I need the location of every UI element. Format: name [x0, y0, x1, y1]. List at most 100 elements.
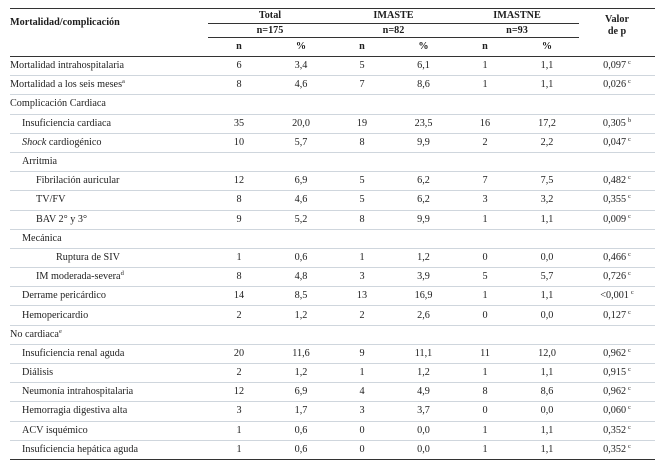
cell-total-pct: 0,6 — [270, 248, 332, 269]
cell-pvalue: 0,026 c — [579, 75, 656, 96]
row-label: Shock cardiogénico — [10, 133, 208, 153]
pvalue-footnote: c — [628, 404, 631, 412]
cell-total-n: 14 — [208, 286, 270, 307]
cell-total-n: 8 — [208, 267, 270, 288]
cell-total-n: 1 — [208, 440, 270, 460]
cell-total-n: 8 — [208, 190, 270, 211]
cell-imastne-n: 1 — [455, 56, 516, 77]
cell-imastne-pct: 17,2 — [515, 114, 580, 134]
cell-total-pct: 5,2 — [270, 210, 332, 230]
cell-imaste-pct: 3,9 — [392, 267, 456, 288]
cell-imastne-n: 16 — [455, 114, 516, 134]
cell-imastne-pct: 1,1 — [515, 421, 580, 441]
cell-total-n: 35 — [208, 114, 270, 134]
table-row: TV/FV 8 4,6 5 6,2 3 3,2 0,355 c — [10, 190, 656, 211]
row-label-text: Complicación Cardiaca — [10, 98, 106, 110]
cell-total-n — [208, 152, 270, 173]
cell-imastne-n: 1 — [455, 286, 516, 307]
row-label: Ruptura de SIV — [10, 248, 208, 269]
row-label-footnote: a — [122, 78, 125, 86]
cell-imastne-n — [455, 229, 516, 249]
cell-imastne-pct: 12,0 — [515, 344, 580, 365]
group-total-name: Total — [258, 10, 282, 21]
row-label: Mortalidad a los seis mesesa — [10, 75, 208, 96]
cell-imastne-n: 1 — [455, 75, 516, 96]
row-label: Mecánica — [10, 229, 208, 249]
cell-imaste-n: 2 — [332, 305, 392, 326]
cell-imastne-pct — [515, 325, 580, 345]
cell-imaste-pct — [392, 152, 456, 173]
pvalue-footnote: c — [628, 250, 631, 258]
cell-imaste-pct: 9,9 — [392, 210, 456, 230]
row-label: Diálisis — [10, 363, 208, 384]
cell-pvalue: 0,352 c — [579, 440, 656, 460]
sub-imastne-pct: % — [515, 37, 580, 57]
sub-pvalue-blank — [579, 37, 656, 57]
pvalue-text: 0,482 — [603, 175, 627, 187]
pvalue-text: 0,962 — [603, 386, 627, 398]
cell-pvalue: 0,097 c — [579, 56, 656, 77]
row-label-text: Neumonía intrahospitalaria — [22, 386, 134, 398]
row-label: Arritmia — [10, 152, 208, 173]
header-row-sub: n % n % n % — [10, 37, 656, 57]
row-label-text: Insuficiencia hepática aguda — [22, 443, 138, 455]
cell-imaste-n: 9 — [332, 344, 392, 365]
row-label: Insuficiencia hepática aguda — [10, 440, 208, 460]
cell-total-n: 1 — [208, 421, 270, 441]
row-label-header: Mortalidad/complicación — [10, 8, 208, 38]
table-row: Hemorragia digestiva alta 3 1,7 3 3,7 0 0,0 0,0… — [10, 401, 656, 422]
row-label-text: TV/FV — [36, 194, 66, 206]
row-label-text: Mortalidad a los seis meses — [10, 79, 123, 91]
table-row: Complicación Cardiaca — [10, 94, 656, 115]
table-row: Insuficiencia cardiaca 35 20,0 19 23,5 16 17,2… — [10, 114, 656, 134]
cell-imaste-n: 8 — [332, 133, 392, 153]
group-imaste-name: IMASTE — [373, 10, 414, 21]
pvalue-footnote: c — [628, 366, 631, 374]
row-label: Hemorragia digestiva alta — [10, 401, 208, 422]
cell-pvalue — [579, 94, 656, 115]
cell-imaste-pct: 3,7 — [392, 401, 456, 422]
cell-imastne-pct: 1,1 — [515, 440, 580, 460]
cell-imastne-pct: 5,7 — [515, 267, 580, 288]
cell-pvalue: 0,305 b — [579, 114, 656, 134]
cell-imaste-pct: 1,2 — [392, 363, 456, 384]
table-row: Mecánica — [10, 229, 656, 249]
cell-imastne-pct — [515, 229, 580, 249]
cell-imaste-pct: 23,5 — [392, 114, 456, 134]
cell-imastne-n: 3 — [455, 190, 516, 211]
row-label: Insuficiencia renal aguda — [10, 344, 208, 365]
cell-imastne-n — [455, 94, 516, 115]
group-total-header: Total — [208, 8, 332, 24]
row-label: Fibrilación auricular — [10, 171, 208, 192]
cell-imaste-pct: 0,0 — [392, 440, 456, 460]
table-row: Neumonía intrahospitalaria 12 6,9 4 4,9 8 8,6 0… — [10, 382, 656, 403]
table-row: Ruptura de SIV 1 0,6 1 1,2 0 0,0 0,466 c — [10, 248, 656, 269]
cell-imaste-n: 1 — [332, 363, 392, 384]
table-row: Hemopericardio 2 1,2 2 2,6 0 0,0 0,127 c — [10, 305, 656, 326]
pvalue-text: 0,352 — [603, 443, 627, 455]
row-label: Neumonía intrahospitalaria — [10, 382, 208, 403]
row-label-text: Ruptura de SIV — [56, 251, 120, 263]
cell-imastne-pct: 1,1 — [515, 75, 580, 96]
pvalue-text: 0,026 — [603, 79, 627, 91]
cell-imaste-n — [332, 325, 392, 345]
pvalue-text: <0,001 — [600, 290, 629, 302]
row-label-text: BAV 2° y 3° — [36, 213, 88, 225]
cell-pvalue: 0,962 c — [579, 382, 656, 403]
cell-pvalue — [579, 152, 656, 173]
pvalue-footnote: c — [628, 270, 631, 278]
row-label-text: Mortalidad intrahospitalaria — [10, 60, 125, 72]
row-label-footnote: e — [58, 327, 62, 335]
table-row: Fibrilación auricular 12 6,9 5 6,2 7 7,5 0,482 c — [10, 171, 656, 192]
cell-total-pct: 6,9 — [270, 382, 332, 403]
complications-table: Mortalidad/complicación Total IMASTE IMA… — [10, 8, 656, 460]
row-label-text: Insuficiencia renal aguda — [22, 347, 125, 359]
row-label: Complicación Cardiaca — [10, 94, 208, 115]
group-imastne-header: IMASTNE — [455, 8, 580, 24]
pvalue-footnote: c — [628, 308, 631, 316]
cell-imastne-n — [455, 325, 516, 345]
row-label-text: No cardiaca — [10, 328, 59, 340]
pvalue-footnote: c — [628, 59, 631, 67]
cell-imaste-pct: 6,2 — [392, 171, 456, 192]
row-label-text: Derrame pericárdico — [22, 290, 106, 302]
